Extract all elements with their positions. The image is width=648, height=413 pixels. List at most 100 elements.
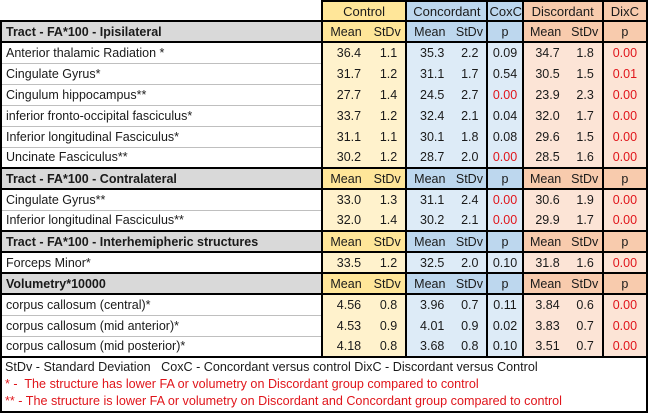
row-label: Uncinate Fasciculus** — [0, 147, 322, 169]
subheader-concordant-stdv: StDv — [452, 167, 488, 190]
concordant-mean: 31.1 — [405, 189, 453, 210]
subheader-discordant-stdv: StDv — [567, 272, 603, 295]
control-stdv: 1.4 — [369, 210, 407, 231]
table-row: Cingulum hippocampus** 27.7 1.4 24.5 2.7 0.00… — [0, 84, 648, 106]
row-label: corpus callosum (central)* — [0, 294, 322, 316]
dixc-p: 0.00 — [601, 105, 648, 126]
subheader-coxc-p: p — [486, 230, 523, 253]
coxc-p: 0.08 — [486, 126, 523, 147]
footnote-double-asterisk: ** - The structure is lower FA or volume… — [5, 394, 562, 408]
discordant-stdv: 0.7 — [567, 336, 603, 358]
concordant-stdv: 2.2 — [452, 42, 488, 63]
dixc-p: 0.01 — [601, 63, 648, 84]
subheader-dixc-p: p — [601, 20, 648, 43]
control-mean: 27.7 — [320, 84, 370, 105]
column-group-control: Control — [320, 0, 408, 22]
discordant-mean: 34.7 — [521, 42, 568, 63]
row-label: Forceps Minor* — [0, 252, 322, 274]
section-title: Tract - FA*100 - Interhemipheric structu… — [0, 230, 322, 253]
discordant-mean: 3.84 — [521, 294, 568, 315]
subheader-discordant-mean: Mean — [521, 230, 568, 253]
subheader-control-stdv: StDv — [369, 272, 407, 295]
control-mean: 33.7 — [320, 105, 370, 126]
row-label: corpus callosum (mid posterior)* — [0, 336, 322, 358]
control-stdv: 1.2 — [369, 147, 407, 168]
concordant-mean: 3.68 — [405, 336, 453, 358]
concordant-mean: 3.96 — [405, 294, 453, 315]
discordant-stdv: 1.6 — [567, 252, 603, 273]
subheader-dixc-p: p — [601, 167, 648, 190]
subheader-control-stdv: StDv — [369, 167, 407, 190]
table-row: inferior fronto-occipital fasciculus* 33.… — [0, 105, 648, 127]
control-stdv: 1.1 — [369, 42, 407, 63]
table-row: corpus callosum (mid anterior)* 4.53 0.9 4.… — [0, 315, 648, 337]
dixc-p: 0.00 — [601, 84, 648, 105]
section-row: Volumetry*10000 Mean StDv Mean StDv p Mean StDv… — [0, 272, 648, 295]
discordant-stdv: 1.5 — [567, 126, 603, 147]
discordant-stdv: 0.7 — [567, 315, 603, 336]
coxc-p: 0.00 — [486, 189, 523, 210]
subheader-concordant-stdv: StDv — [452, 20, 488, 43]
subheader-concordant-mean: Mean — [405, 20, 453, 43]
coxc-p: 0.00 — [486, 147, 523, 168]
table-row: Anterior thalamic Radiation * 36.4 1.1 35.3… — [0, 42, 648, 64]
section-title: Tract - FA*100 - Contralateral — [0, 167, 322, 190]
coxc-p: 0.02 — [486, 315, 523, 336]
discordant-stdv: 1.7 — [567, 105, 603, 126]
discordant-mean: 29.9 — [521, 210, 568, 231]
control-stdv: 1.2 — [369, 252, 407, 273]
dixc-p: 0.00 — [601, 336, 648, 358]
row-label: Inferior longitudinal Fasciculus** — [0, 210, 322, 232]
coxc-p: 0.00 — [486, 210, 523, 231]
concordant-stdv: 2.4 — [452, 189, 488, 210]
concordant-mean: 32.4 — [405, 105, 453, 126]
row-label: Cingulate Gyrus** — [0, 189, 322, 211]
coxc-p: 0.54 — [486, 63, 523, 84]
control-mean: 36.4 — [320, 42, 370, 63]
subheader-coxc-p: p — [486, 20, 523, 43]
subheader-concordant-mean: Mean — [405, 167, 453, 190]
concordant-mean: 32.5 — [405, 252, 453, 273]
control-mean: 33.5 — [320, 252, 370, 273]
table-row: Uncinate Fasciculus** 30.2 1.2 28.7 2.0 0.00 2… — [0, 147, 648, 169]
concordant-mean: 4.01 — [405, 315, 453, 336]
control-stdv: 1.3 — [369, 189, 407, 210]
table-row: corpus callosum (central)* 4.56 0.8 3.96 0.7… — [0, 294, 648, 316]
concordant-mean: 28.7 — [405, 147, 453, 168]
discordant-stdv: 1.8 — [567, 42, 603, 63]
control-stdv: 0.9 — [369, 315, 407, 336]
coxc-p: 0.11 — [486, 294, 523, 315]
subheader-control-mean: Mean — [320, 272, 370, 295]
column-group-header-row: Control Concordant CoxC Discordant DixC — [1, 0, 648, 22]
concordant-mean: 30.1 — [405, 126, 453, 147]
subheader-discordant-stdv: StDv — [567, 20, 603, 43]
concordant-stdv: 0.9 — [452, 315, 488, 336]
coxc-p: 0.10 — [486, 252, 523, 273]
row-label: corpus callosum (mid anterior)* — [0, 315, 322, 337]
coxc-p: 0.10 — [486, 336, 523, 358]
row-label: Cingulate Gyrus* — [0, 63, 322, 85]
control-mean: 33.0 — [320, 189, 370, 210]
column-group-concordant: Concordant — [405, 0, 489, 22]
subheader-control-stdv: StDv — [369, 230, 407, 253]
footnotes: StDv - Standard Deviation CoxC - Concord… — [0, 358, 648, 413]
dixc-p: 0.00 — [601, 126, 648, 147]
row-label: inferior fronto-occipital fasciculus* — [0, 105, 322, 127]
discordant-mean: 31.8 — [521, 252, 568, 273]
discordant-mean: 23.9 — [521, 84, 568, 105]
concordant-stdv: 0.7 — [452, 294, 488, 315]
concordant-mean: 30.2 — [405, 210, 453, 231]
concordant-stdv: 2.1 — [452, 105, 488, 126]
control-stdv: 1.1 — [369, 126, 407, 147]
discordant-mean: 3.83 — [521, 315, 568, 336]
section-row: Tract - FA*100 - Contralateral Mean StDv Me… — [0, 167, 648, 190]
discordant-mean: 32.0 — [521, 105, 568, 126]
concordant-stdv: 1.8 — [452, 126, 488, 147]
control-mean: 31.7 — [320, 63, 370, 84]
section-row: Tract - FA*100 - Ipisilateral Mean StDv Mea… — [0, 20, 648, 43]
concordant-stdv: 2.1 — [452, 210, 488, 231]
discordant-mean: 30.6 — [521, 189, 568, 210]
subheader-discordant-stdv: StDv — [567, 167, 603, 190]
subheader-concordant-stdv: StDv — [452, 230, 488, 253]
subheader-control-mean: Mean — [320, 20, 370, 43]
